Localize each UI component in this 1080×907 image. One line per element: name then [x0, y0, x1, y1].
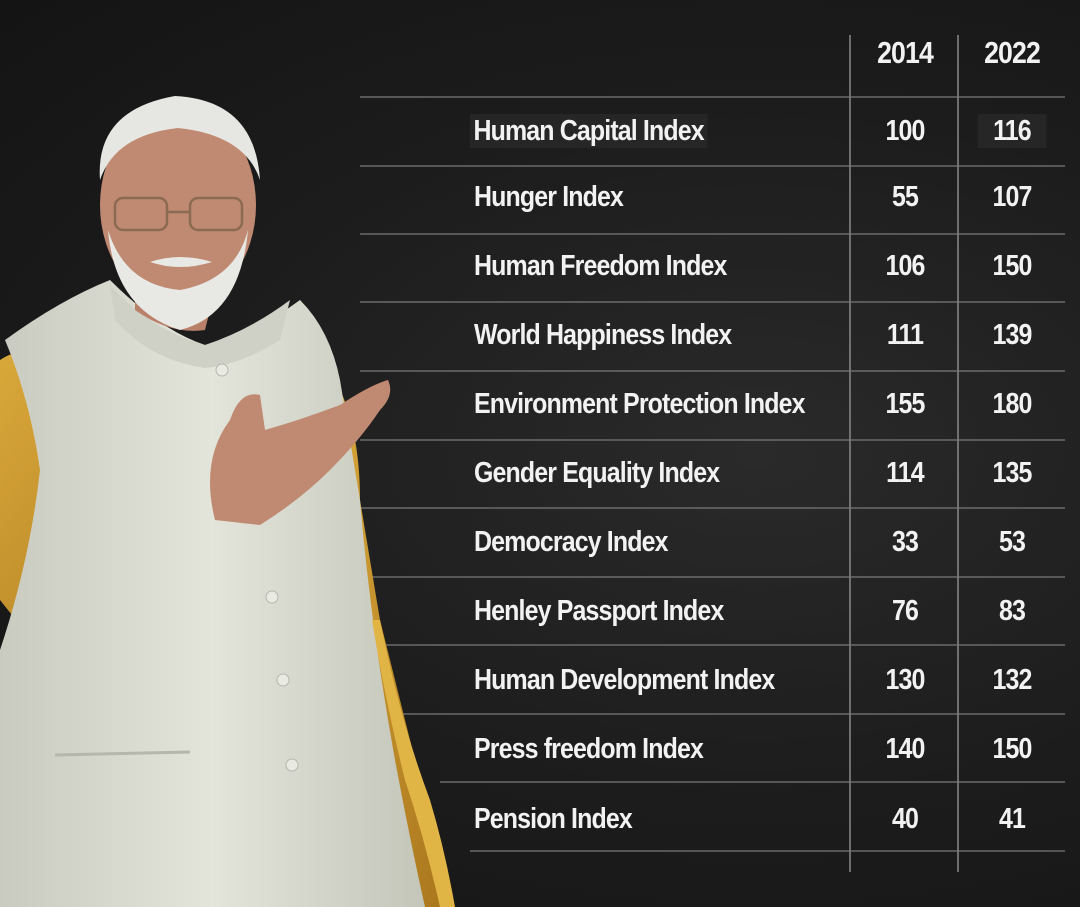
row-label: Human Freedom Index — [474, 250, 727, 282]
row-value-2014: 114 — [886, 457, 925, 489]
mustache — [150, 257, 212, 267]
row-value-2022: 83 — [998, 595, 1026, 627]
row-label: Democracy Index — [474, 526, 669, 558]
row-label: Hunger Index — [474, 181, 624, 213]
head — [100, 105, 256, 305]
row-label: Gender Equality Index — [474, 457, 720, 489]
row-value-2022: 132 — [992, 664, 1032, 696]
row-value-2014: 40 — [891, 803, 919, 835]
row-value-2014: 111 — [886, 319, 924, 351]
row-label: Pension Index — [474, 803, 633, 835]
row-label: Human Capital Index — [470, 114, 708, 148]
row-value-2014: 130 — [885, 664, 925, 696]
column-header-2014: 2014 — [877, 35, 934, 70]
row-value-2022: 41 — [998, 803, 1026, 835]
row-value-2014: 106 — [885, 250, 925, 282]
hair — [99, 96, 261, 180]
beard — [108, 230, 248, 330]
row-value-2022: 107 — [992, 181, 1032, 213]
row-value-2022: 150 — [992, 250, 1032, 282]
glasses-icon — [113, 196, 244, 232]
row-value-2022: 135 — [992, 457, 1032, 489]
row-label: Henley Passport Index — [474, 595, 724, 627]
row-value-2022: 139 — [992, 319, 1032, 351]
row-value-2014: 155 — [885, 388, 925, 420]
row-value-2022: 53 — [998, 526, 1026, 558]
row-label: Human Development Index — [474, 664, 775, 696]
vest — [0, 280, 425, 907]
row-value-2022: 180 — [992, 388, 1032, 420]
vest-pocket — [54, 750, 191, 757]
collar — [110, 285, 290, 368]
row-label: Press freedom Index — [474, 733, 704, 765]
row-value-2014: 55 — [891, 181, 919, 213]
row-label: World Happiness Index — [474, 319, 732, 351]
person-figure — [0, 96, 455, 907]
row-label: Environment Protection Index — [474, 388, 806, 420]
raised-hand — [210, 380, 391, 525]
row-dividers — [360, 96, 1065, 852]
gold-edge — [372, 620, 455, 907]
row-value-2014: 76 — [891, 595, 919, 627]
row-value-2014: 100 — [885, 115, 925, 147]
row-value-2014: 33 — [891, 526, 919, 558]
row-value-2022: 116 — [977, 114, 1047, 148]
column-header-2022: 2022 — [984, 35, 1041, 70]
row-value-2022: 150 — [992, 733, 1032, 765]
row-value-2014: 140 — [885, 733, 925, 765]
